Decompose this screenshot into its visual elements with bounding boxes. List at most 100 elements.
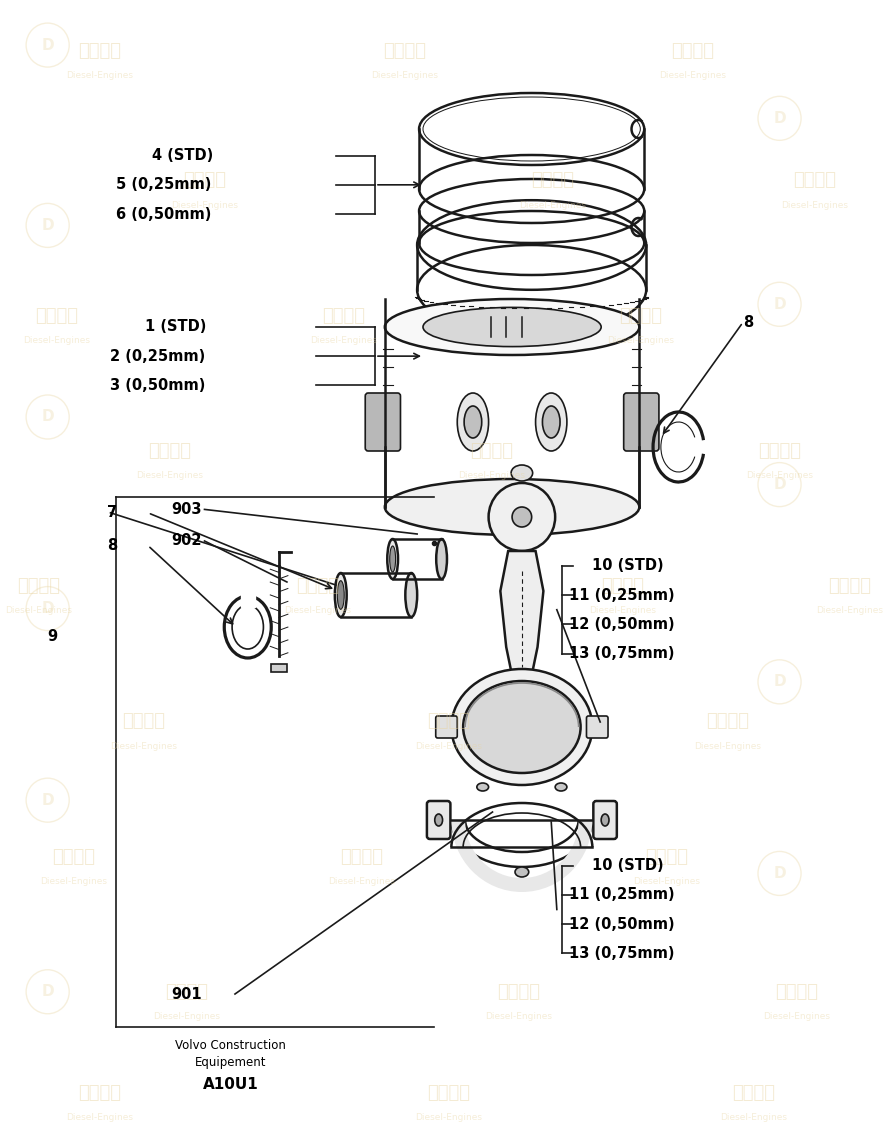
Ellipse shape (405, 573, 417, 616)
Ellipse shape (463, 681, 580, 773)
Text: 聚发动力: 聚发动力 (758, 442, 801, 460)
Text: Diesel-Engines: Diesel-Engines (485, 1012, 552, 1021)
Ellipse shape (489, 483, 555, 551)
Text: 8: 8 (107, 538, 117, 553)
Text: Diesel-Engines: Diesel-Engines (816, 606, 883, 615)
Ellipse shape (335, 573, 347, 616)
FancyBboxPatch shape (587, 716, 608, 738)
FancyBboxPatch shape (427, 801, 450, 838)
Text: Diesel-Engines: Diesel-Engines (110, 742, 177, 751)
Text: 901: 901 (172, 986, 202, 1002)
Ellipse shape (337, 580, 344, 610)
Text: 聚发动力: 聚发动力 (148, 442, 191, 460)
Text: Diesel-Engines: Diesel-Engines (328, 877, 395, 886)
Text: Diesel-Engines: Diesel-Engines (154, 1012, 221, 1021)
Ellipse shape (434, 814, 442, 826)
FancyBboxPatch shape (241, 591, 255, 607)
Text: 聚发动力: 聚发动力 (166, 983, 208, 1001)
Text: 聚发动力: 聚发动力 (183, 171, 226, 189)
Text: Equipement: Equipement (195, 1056, 266, 1070)
Text: D: D (773, 866, 786, 881)
Text: D: D (41, 984, 54, 1000)
Text: 聚发动力: 聚发动力 (497, 983, 539, 1001)
Text: 聚发动力: 聚发动力 (18, 577, 61, 595)
Text: 6 (0,50mm): 6 (0,50mm) (116, 206, 211, 222)
Text: D: D (773, 674, 786, 690)
Text: 聚发动力: 聚发动力 (828, 577, 870, 595)
Polygon shape (500, 551, 544, 685)
Text: 7: 7 (107, 505, 117, 521)
Text: 13 (0,75mm): 13 (0,75mm) (569, 646, 675, 662)
Text: Diesel-Engines: Diesel-Engines (633, 877, 700, 886)
Text: 2 (0,25mm): 2 (0,25mm) (110, 348, 206, 364)
Text: 聚发动力: 聚发动力 (644, 848, 688, 866)
Text: 903: 903 (172, 502, 202, 517)
Text: Diesel-Engines: Diesel-Engines (764, 1012, 830, 1021)
Text: Diesel-Engines: Diesel-Engines (67, 71, 134, 80)
Ellipse shape (387, 539, 398, 579)
Text: 聚发动力: 聚发动力 (471, 442, 514, 460)
Text: Diesel-Engines: Diesel-Engines (458, 471, 525, 480)
Text: Diesel-Engines: Diesel-Engines (520, 201, 587, 210)
Ellipse shape (457, 393, 489, 451)
Text: Diesel-Engines: Diesel-Engines (5, 606, 72, 615)
Text: D: D (41, 601, 54, 616)
Ellipse shape (384, 299, 639, 355)
FancyBboxPatch shape (624, 393, 659, 451)
Text: 聚发动力: 聚发动力 (531, 171, 575, 189)
Text: 10 (STD): 10 (STD) (592, 858, 664, 873)
FancyBboxPatch shape (436, 716, 457, 738)
Text: A10U1: A10U1 (203, 1076, 258, 1092)
Ellipse shape (232, 605, 263, 649)
Text: 聚发动力: 聚发动力 (296, 577, 339, 595)
Text: D: D (41, 792, 54, 808)
Text: 11 (0,25mm): 11 (0,25mm) (569, 887, 675, 903)
Text: 聚发动力: 聚发动力 (427, 712, 470, 730)
Text: 聚发动力: 聚发动力 (322, 307, 366, 325)
FancyBboxPatch shape (271, 664, 287, 672)
Text: D: D (773, 477, 786, 492)
Ellipse shape (512, 507, 531, 527)
Text: 12 (0,50mm): 12 (0,50mm) (569, 616, 675, 632)
Text: 4 (STD): 4 (STD) (152, 148, 214, 163)
Text: 3 (0,50mm): 3 (0,50mm) (110, 378, 206, 393)
FancyBboxPatch shape (594, 801, 617, 838)
Text: D: D (41, 218, 54, 233)
Text: 聚发动力: 聚发动力 (384, 42, 426, 60)
Ellipse shape (601, 814, 609, 826)
Text: D: D (41, 37, 54, 53)
Text: Diesel-Engines: Diesel-Engines (746, 471, 813, 480)
Ellipse shape (511, 465, 532, 481)
Text: Diesel-Engines: Diesel-Engines (781, 201, 848, 210)
Text: D: D (41, 409, 54, 425)
Text: Diesel-Engines: Diesel-Engines (659, 71, 726, 80)
Text: 10 (STD): 10 (STD) (592, 558, 664, 574)
Text: 聚发动力: 聚发动力 (706, 712, 748, 730)
Ellipse shape (477, 783, 489, 791)
Text: 11 (0,25mm): 11 (0,25mm) (569, 587, 675, 603)
Text: 聚发动力: 聚发动力 (602, 577, 644, 595)
Text: D: D (773, 296, 786, 312)
Text: Diesel-Engines: Diesel-Engines (284, 606, 352, 615)
Ellipse shape (542, 406, 560, 438)
Text: Diesel-Engines: Diesel-Engines (40, 877, 108, 886)
Text: 聚发动力: 聚发动力 (427, 1084, 470, 1102)
Text: 聚发动力: 聚发动力 (340, 848, 383, 866)
FancyBboxPatch shape (365, 393, 400, 451)
Text: 聚发动力: 聚发动力 (793, 171, 836, 189)
Text: Diesel-Engines: Diesel-Engines (415, 1113, 482, 1122)
Ellipse shape (384, 479, 639, 535)
Text: Diesel-Engines: Diesel-Engines (171, 201, 238, 210)
Text: 聚发动力: 聚发动力 (732, 1084, 775, 1102)
Text: Diesel-Engines: Diesel-Engines (607, 336, 674, 345)
Text: Diesel-Engines: Diesel-Engines (23, 336, 90, 345)
Text: Diesel-Engines: Diesel-Engines (589, 606, 656, 615)
Text: 聚发动力: 聚发动力 (35, 307, 77, 325)
Wedge shape (451, 820, 593, 891)
Text: 聚发动力: 聚发动力 (775, 983, 819, 1001)
Ellipse shape (423, 308, 601, 347)
Text: 1 (STD): 1 (STD) (145, 319, 206, 335)
Ellipse shape (536, 393, 567, 451)
Ellipse shape (436, 539, 447, 579)
Ellipse shape (515, 867, 529, 877)
